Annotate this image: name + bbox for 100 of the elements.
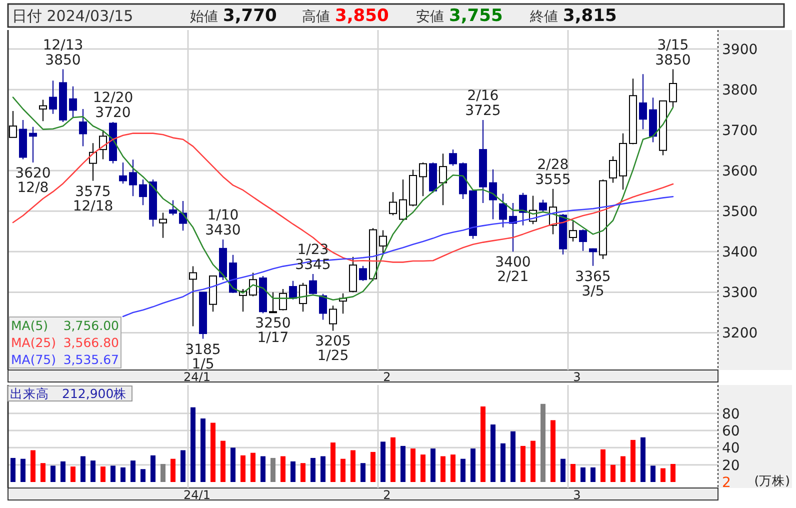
candlestick [329, 305, 337, 332]
candlestick [249, 272, 257, 297]
bar [190, 407, 196, 482]
bar [660, 468, 666, 482]
candlestick [669, 68, 677, 108]
candlestick [419, 162, 427, 197]
annotation: 2/28 3555 [535, 156, 571, 188]
bar [570, 464, 576, 482]
candlestick [359, 265, 367, 282]
bar [170, 458, 176, 482]
candlestick [639, 74, 647, 130]
bar [320, 456, 326, 482]
candlestick [539, 199, 547, 213]
annotation: 3185 1/5 [185, 342, 221, 372]
y-tick-label: 60 [722, 423, 740, 440]
bar [440, 456, 446, 482]
text: 始値 3,770 [190, 6, 277, 26]
y-tick-label: 3800 [722, 82, 758, 99]
y-tick-label: 80 [722, 406, 740, 422]
annotation: 3,566.80 [63, 335, 120, 350]
candlestick [159, 212, 167, 238]
bar [200, 418, 206, 482]
candlestick [129, 159, 137, 197]
candlestick [609, 156, 617, 184]
bar [590, 467, 596, 482]
text: MA(25) [11, 335, 56, 350]
candlestick [489, 168, 497, 220]
annotation: 3,535.67 [63, 352, 119, 367]
candlestick [89, 142, 97, 182]
bar [40, 463, 46, 482]
bar [530, 440, 536, 482]
bar [270, 458, 276, 482]
bar [430, 448, 436, 482]
y-tick-label: 3700 [722, 123, 758, 140]
bar [260, 456, 266, 482]
bar [50, 466, 56, 482]
annotation: 3620 12/8 [15, 166, 51, 196]
bar [150, 455, 156, 482]
candlestick [579, 228, 587, 252]
candlestick [299, 282, 307, 312]
y-tick-label: 3500 [722, 204, 758, 220]
candlestick [519, 192, 527, 226]
bar [470, 448, 476, 482]
y-tick-label: 3600 [722, 164, 758, 180]
candlestick [309, 273, 317, 295]
y-tick-label: 3900 [722, 42, 758, 58]
x-tick-label: 2 [383, 488, 391, 502]
text: MA(5) [11, 318, 48, 333]
candlestick [569, 220, 577, 242]
bar [310, 458, 316, 482]
bar [380, 442, 386, 482]
y-tick-label: 3300 [722, 285, 758, 302]
bar [620, 456, 626, 482]
bar [140, 469, 146, 482]
bar [90, 460, 96, 482]
x-tick-label: 24/1 [184, 488, 210, 502]
candlestick [389, 192, 397, 216]
bar [650, 466, 656, 482]
bar [420, 454, 426, 482]
bar [10, 458, 16, 482]
candlestick [269, 292, 277, 314]
bar [70, 466, 76, 482]
candlestick [39, 99, 47, 122]
candlestick [169, 200, 177, 216]
bar [360, 463, 366, 482]
candlestick [189, 266, 197, 327]
bar [220, 440, 226, 482]
bar [390, 437, 396, 482]
annotation: 3400 2/21 [495, 254, 531, 286]
bar [100, 466, 106, 482]
bar [630, 440, 636, 482]
bar [560, 458, 566, 482]
x-tick-label: 2 [383, 370, 391, 384]
y-tick-label: 3200 [722, 326, 758, 342]
bar [120, 467, 126, 482]
bar [400, 446, 406, 482]
bar [180, 450, 186, 482]
candlestick [589, 248, 597, 266]
bar [600, 449, 606, 482]
y-tick-label: 20 [722, 458, 740, 474]
y-tick-label: 40 [722, 440, 740, 457]
bar [610, 464, 616, 482]
annotation: 3575 12/18 [72, 184, 114, 214]
candlestick [319, 293, 327, 320]
bar [580, 467, 586, 482]
bar [500, 443, 506, 482]
bar [450, 454, 456, 482]
candlestick [499, 193, 507, 228]
annotation: 1/23 3345 [295, 242, 331, 273]
annotation: 1/10 3430 [205, 208, 241, 239]
candlestick [119, 162, 127, 184]
bar [480, 406, 486, 482]
text: 高値 3,850 [302, 6, 389, 26]
bar [510, 431, 516, 482]
bar [490, 424, 496, 482]
bar [520, 446, 526, 482]
bar [240, 455, 246, 482]
bar [460, 458, 466, 482]
line-series [122, 196, 674, 318]
annotation: 3205 1/25 [315, 334, 351, 364]
